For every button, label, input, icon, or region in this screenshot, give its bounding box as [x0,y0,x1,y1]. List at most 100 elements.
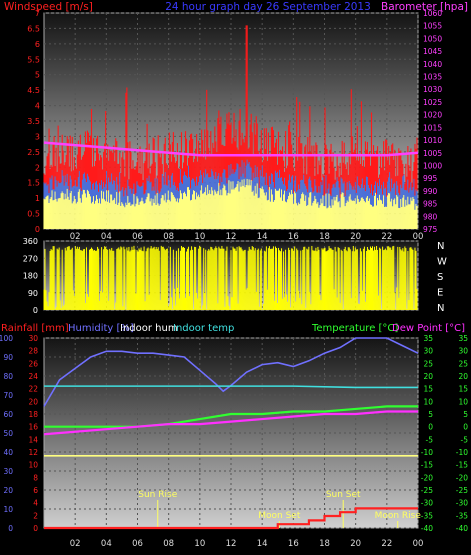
rainfall-tick-label: 2 [33,511,38,520]
humidity-tick-label: 70 [3,391,13,400]
temperature-tick-label: 15 [423,385,433,394]
dewpoint-tick-label: 30 [458,347,468,356]
direction-degree-label: 270 [23,254,38,263]
legend-indoor-hum: Indoor hum [120,323,178,334]
hour-tick-label: 20 [350,539,361,549]
humidity-tick-label: 30 [3,467,13,476]
hour-tick-label: 16 [288,539,299,549]
barometer-tick-label: 980 [423,212,438,221]
barometer-tick-label: 1025 [423,98,442,107]
windspeed-tick-label: 6.5 [27,24,40,33]
rainfall-tick-label: 16 [28,423,38,432]
rainfall-tick-label: 28 [28,347,38,356]
dewpoint-tick-label: -5 [461,435,469,444]
windspeed-tick-label: 3.5 [27,117,40,126]
hour-tick-label: 18 [319,539,330,549]
barometer-tick-label: 1015 [423,123,442,132]
windspeed-tick-label: 6 [35,40,40,49]
temperature-tick-label: 35 [423,334,433,343]
windspeed-tick-label: 0.5 [27,210,40,219]
hour-tick-label: 18 [319,232,330,242]
windspeed-axis-label: Windspeed [m/s] [4,1,93,13]
hour-tick-label: 20 [350,232,361,242]
temperature-tick-label: -15 [421,461,433,470]
temperature-tick-label: -40 [421,524,433,533]
direction-degree-label: 180 [23,272,38,281]
windspeed-tick-label: 4 [35,102,40,111]
direction-degree-label: 90 [28,289,38,298]
hour-tick-label: 16 [288,232,299,242]
event-label: Sun Rise [138,490,177,500]
windspeed-tick-label: 4.5 [27,86,40,95]
chart-title: 24 hour graph day 26 September 2013 [165,1,371,13]
dewpoint-tick-label: 15 [458,385,468,394]
dewpoint-tick-label: 20 [458,372,468,381]
hour-tick-label: 14 [257,539,268,549]
hour-tick-label: 10 [194,232,205,242]
dewpoint-tick-label: -10 [456,448,468,457]
temperature-tick-label: 25 [423,359,433,368]
dewpoint-tick-label: 35 [458,334,468,343]
barometer-tick-label: 1030 [423,85,442,94]
compass-label: E [437,288,443,299]
event-label: Moon Rise [375,511,422,521]
direction-degree-label: 360 [23,237,38,246]
windspeed-tick-label: 3 [35,132,40,141]
barometer-tick-label: 1020 [423,111,442,120]
dewpoint-tick-label: -20 [456,473,468,482]
hour-tick-label: 02 [70,539,81,549]
hour-tick-label: 12 [226,232,237,242]
legend-rainfall: Rainfall [mm] [1,323,69,334]
barometer-axis-label: Barometer [hpa] [381,1,468,13]
humidity-tick-label: 60 [3,410,13,419]
barometer-tick-label: 1010 [423,136,442,145]
rainfall-tick-label: 14 [28,435,38,444]
series-line-rainfall [44,507,418,530]
windspeed-tick-label: 0 [35,225,40,234]
event-label: Sun Set [326,490,361,500]
dewpoint-tick-label: 5 [463,410,468,419]
hour-tick-label: 04 [101,232,112,242]
compass-label: N [437,241,444,252]
hour-tick-label: 14 [257,232,268,242]
windspeed-tick-label: 2 [35,163,40,172]
barometer-tick-label: 990 [423,187,438,196]
rainfall-tick-label: 12 [28,448,38,457]
event-label: Moon Set [258,511,301,521]
rainfall-tick-label: 8 [33,473,38,482]
temperature-tick-label: -30 [421,499,433,508]
humidity-tick-label: 40 [3,448,13,457]
series-line-humidity [43,337,419,407]
rainfall-tick-label: 4 [33,499,38,508]
barometer-tick-label: 1005 [423,149,442,158]
temperature-tick-label: 30 [423,347,433,356]
barometer-line [43,141,419,157]
temperature-tick-label: -5 [426,435,434,444]
humidity-tick-label: 0 [8,524,13,533]
hour-tick-label: 02 [70,232,81,242]
windspeed-tick-label: 7 [35,9,40,18]
compass-label: W [437,257,447,268]
hour-tick-label: 22 [381,539,392,549]
dewpoint-tick-label: -40 [456,524,468,533]
rainfall-tick-label: 22 [28,385,38,394]
barometer-tick-label: 1050 [423,34,442,43]
barometer-tick-label: 995 [423,174,438,183]
legend-dew-point: Dew Point [°C] [392,323,465,334]
hour-tick-label: 06 [132,232,143,242]
temperature-tick-label: 5 [428,410,433,419]
rainfall-tick-label: 10 [28,461,38,470]
hour-tick-label: 10 [194,539,205,549]
temperature-tick-label: -25 [421,486,433,495]
series-line-temperature [44,405,418,428]
humidity-tick-label: 10 [3,505,13,514]
dewpoint-tick-label: 25 [458,359,468,368]
temperature-tick-label: -10 [421,448,433,457]
barometer-tick-label: 1035 [423,73,442,82]
rainfall-tick-label: 20 [28,397,38,406]
temperature-tick-label: 0 [428,423,433,432]
temperature-tick-label: 10 [423,397,433,406]
hour-tick-label: 06 [132,539,143,549]
dewpoint-tick-label: -25 [456,486,468,495]
